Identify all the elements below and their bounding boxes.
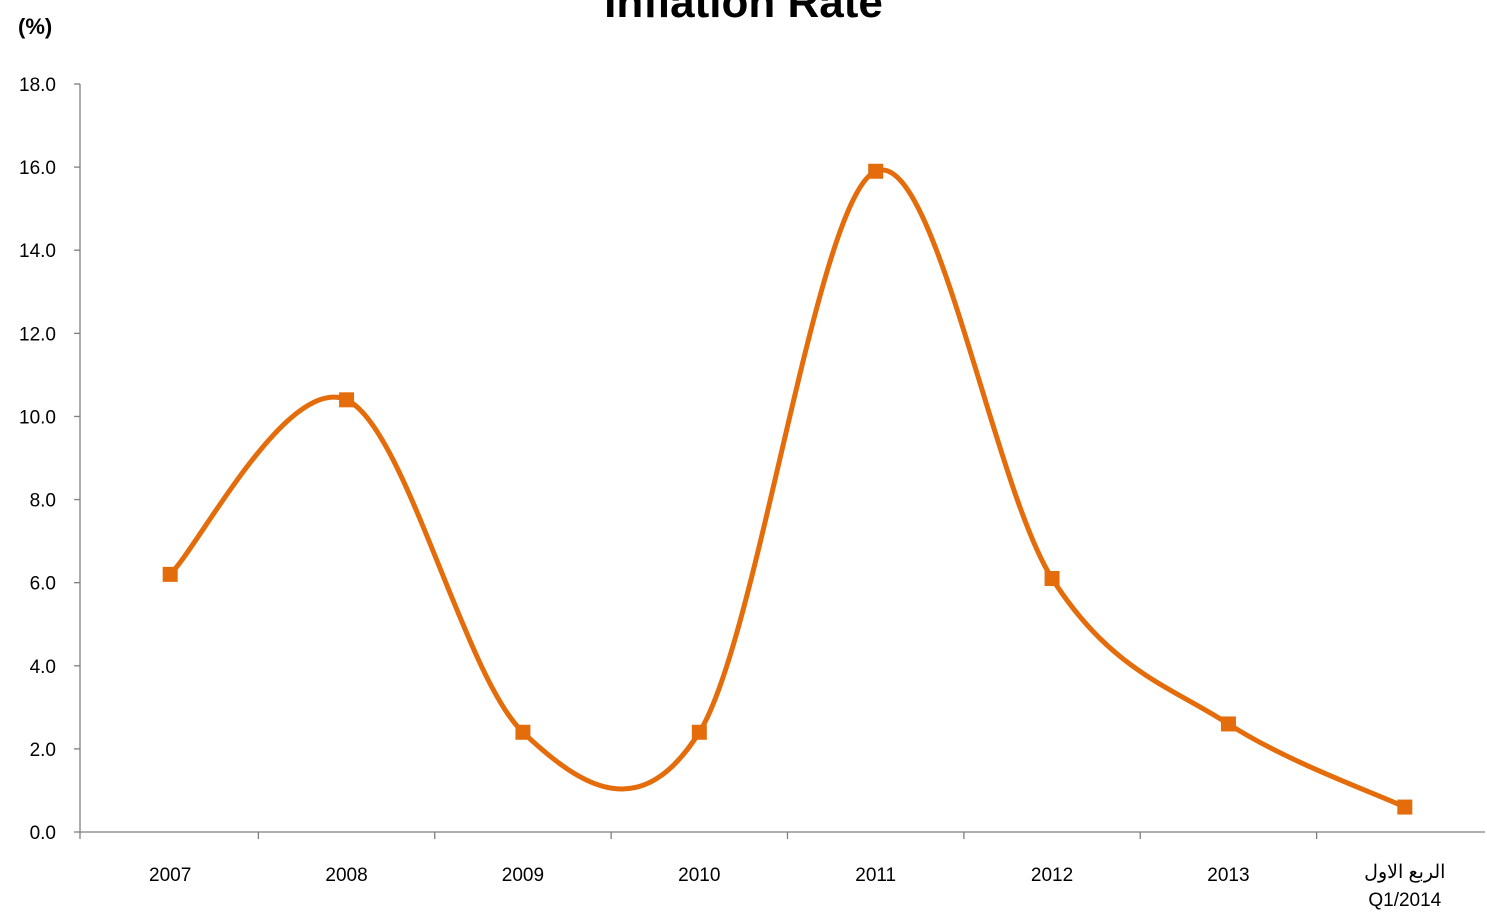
y-tick-label: 2.0 — [30, 740, 56, 761]
y-tick-label: 14.0 — [19, 241, 56, 262]
data-point-marker — [1044, 571, 1060, 587]
x-tick-label: 2008 — [325, 865, 367, 886]
axes — [79, 84, 1485, 833]
data-point-marker — [1397, 799, 1413, 815]
y-tick-label: 12.0 — [19, 324, 56, 345]
data-point-marker — [162, 566, 178, 582]
data-point-marker — [515, 724, 531, 740]
y-axis-ticks: 0.0 2.0 4.0 6.0 8.0 10.0 12.0 14.0 16.0 18.0 — [19, 75, 80, 844]
chart-title: Inflation Rate — [604, 0, 883, 27]
y-tick-label: 16.0 — [19, 158, 56, 179]
data-point-marker — [1220, 716, 1236, 732]
y-tick-label: 8.0 — [30, 491, 56, 512]
x-tick-label: الربع الاول Q1/2014 — [1364, 862, 1445, 911]
x-tick-label: 2012 — [1031, 865, 1073, 886]
data-point-marker — [868, 163, 884, 179]
series-markers — [162, 163, 1413, 815]
y-tick-label: 0.0 — [30, 823, 56, 844]
data-point-marker — [691, 724, 707, 740]
y-tick-label: 6.0 — [30, 574, 56, 595]
series-line — [167, 167, 1408, 810]
y-axis-unit-label: (%) — [18, 14, 53, 39]
x-axis-ticks: 2007 2008 2009 2010 2011 2012 2013 الربع الاول Q… — [79, 832, 1445, 911]
x-tick-label: 2010 — [678, 865, 720, 886]
x-tick-label: 2009 — [502, 865, 544, 886]
y-tick-label: 18.0 — [19, 75, 56, 96]
x-tick-label: 2011 — [855, 865, 896, 886]
y-tick-label: 10.0 — [19, 407, 56, 428]
x-tick-label: 2013 — [1207, 865, 1249, 886]
x-tick-label: 2007 — [149, 865, 191, 886]
data-point-marker — [339, 392, 355, 408]
y-tick-label: 4.0 — [30, 657, 56, 678]
